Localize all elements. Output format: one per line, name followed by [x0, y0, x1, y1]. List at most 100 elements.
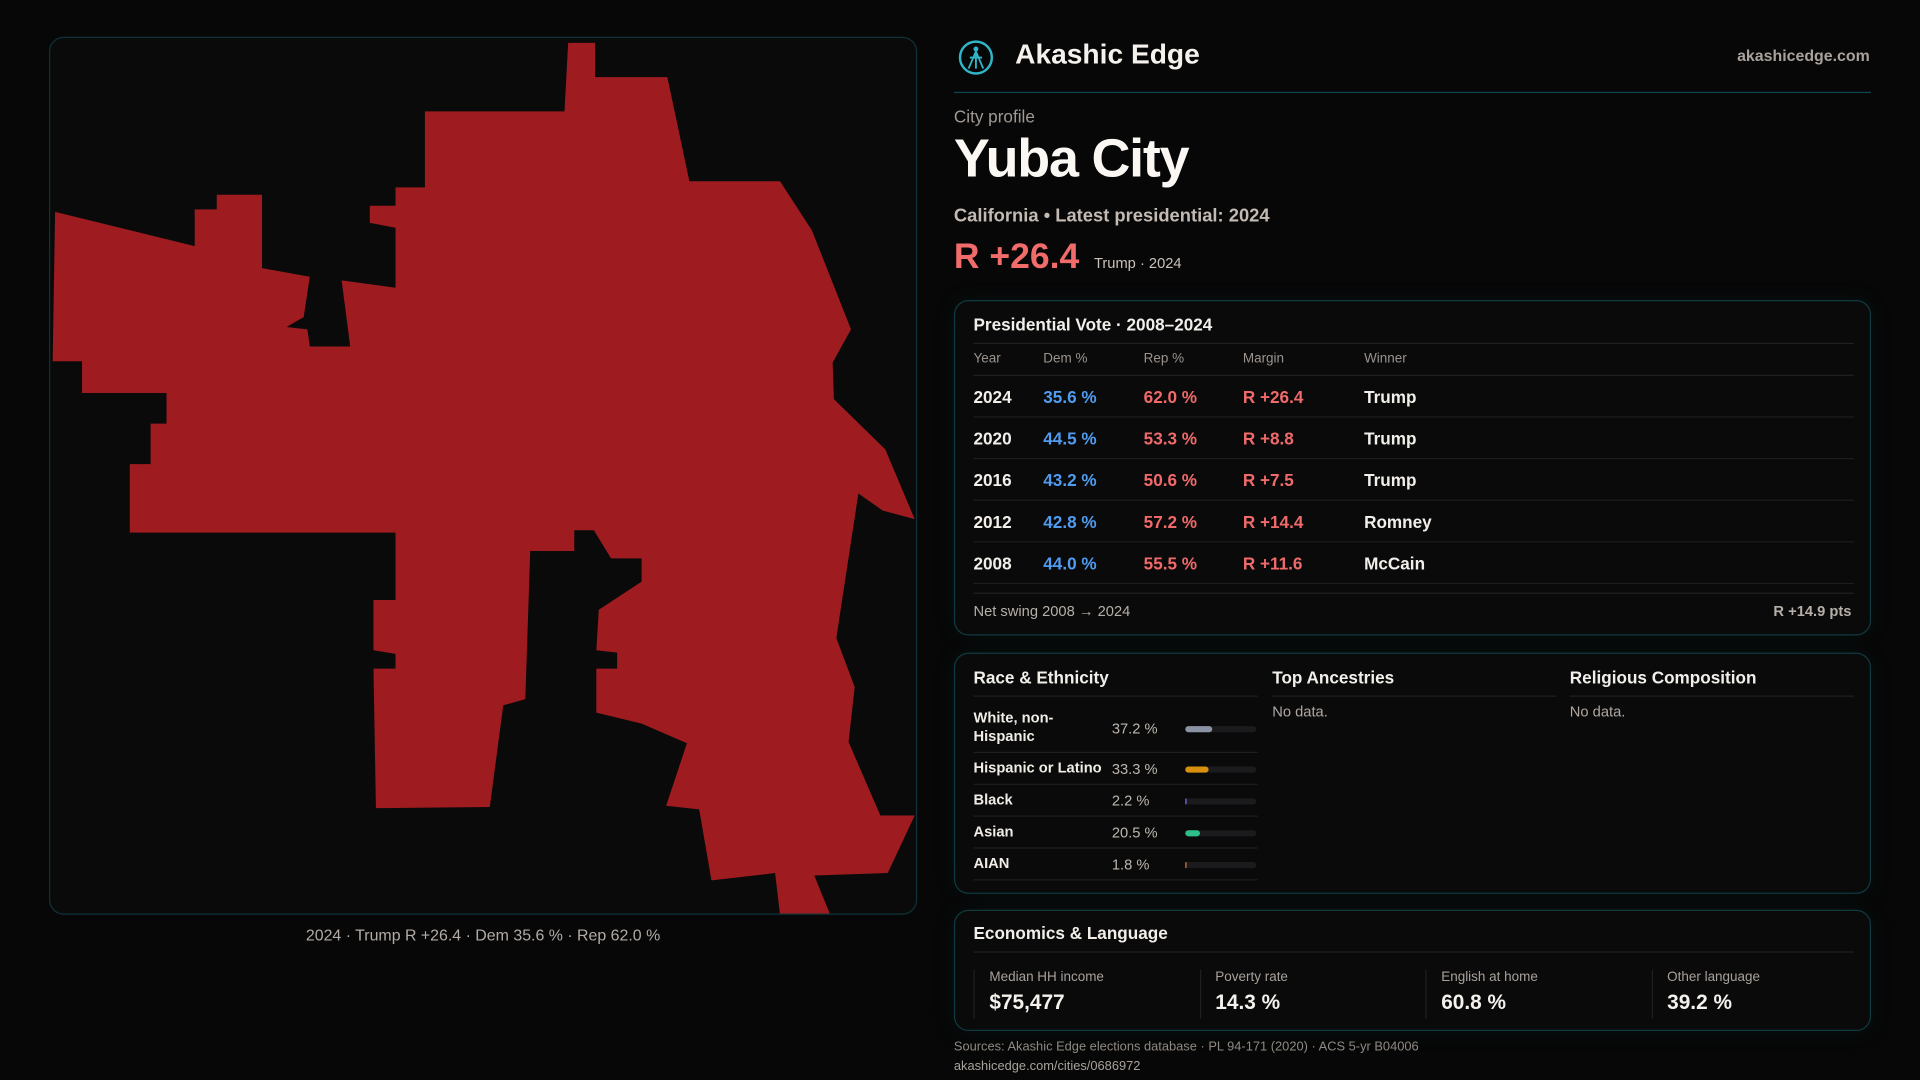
col-year: Year [973, 351, 1001, 367]
race-label: White, non-Hispanic [973, 708, 1054, 745]
vote-margin: R +26.4 [1242, 386, 1304, 407]
race-bar-track [1185, 798, 1257, 805]
vote-margin: R +8.8 [1242, 428, 1294, 449]
col-winner: Winner [1364, 351, 1407, 367]
demographics-card: Race & Ethnicity White, non-Hispanic 37.… [953, 652, 1872, 894]
race-label: Hispanic or Latino [973, 759, 1102, 777]
vote-row: 2024 35.6 % 62.0 % R +26.4 Trump [973, 376, 1854, 418]
divider [973, 592, 1854, 594]
net-swing-value: R +14.9 pts [1773, 602, 1852, 620]
brand-name: Akashic Edge [1015, 37, 1200, 70]
race-bar-fill [1185, 766, 1209, 773]
econ-title: Economics & Language [973, 923, 1168, 943]
vote-row: 2020 44.5 % 53.3 % R +8.8 Trump [973, 418, 1854, 460]
page-kicker: City profile [953, 106, 1035, 127]
stat-label: Other language [1667, 969, 1761, 985]
race-bar-fill [1185, 798, 1187, 805]
vote-year: 2012 [973, 511, 1012, 532]
religion-title: Religious Composition [1569, 667, 1757, 687]
vote-rep-pct: 62.0 % [1143, 386, 1198, 407]
econ-stat: Median HH income $75,477 [973, 969, 1104, 1019]
divider [973, 695, 1258, 697]
divider [973, 342, 1854, 345]
divider [1569, 695, 1854, 697]
race-bar-track [1185, 766, 1257, 773]
divider [973, 951, 1854, 953]
race-label: Asian [973, 822, 1014, 841]
map-caption: 2024 · Trump R +26.4 · Dem 35.6 % · Rep … [305, 925, 661, 945]
akashic-logo-icon [958, 40, 994, 75]
vote-dem-pct: 44.5 % [1043, 428, 1097, 449]
vote-rep-pct: 55.5 % [1143, 553, 1198, 574]
sources-text: Sources: Akashic Edge elections database… [953, 1039, 1419, 1055]
race-bar-fill [1185, 862, 1187, 869]
vote-margin: R +11.6 [1242, 553, 1303, 574]
stat-value: 60.8 % [1441, 990, 1507, 1014]
vote-winner: Romney [1364, 511, 1432, 532]
presidential-vote-card: Presidential Vote · 2008–2024 Year Dem %… [953, 300, 1872, 636]
race-pct: 1.8 % [1111, 855, 1150, 874]
ancestries-title: Top Ancestries [1272, 667, 1395, 687]
vote-margin: R +7.5 [1242, 470, 1294, 490]
city-boundary-map[interactable] [48, 36, 918, 915]
race-bar-track [1185, 725, 1257, 732]
race-label: Black [973, 791, 1013, 809]
vote-year: 2020 [973, 428, 1012, 449]
vote-dem-pct: 35.6 % [1043, 386, 1097, 407]
race-bar-track [1185, 862, 1257, 869]
page-url[interactable]: akashicedge.com/cities/0686972 [953, 1059, 1141, 1074]
header-divider [953, 91, 1872, 94]
vote-dem-pct: 42.8 % [1043, 511, 1097, 532]
race-pct: 33.3 % [1111, 760, 1158, 778]
race-bar-track [1185, 830, 1257, 837]
race-bar-fill [1185, 830, 1200, 837]
divider [1272, 695, 1557, 697]
vote-winner: Trump [1364, 470, 1417, 490]
vote-card-title: Presidential Vote · 2008–2024 [973, 314, 1213, 335]
net-swing-label: Net swing 2008 → 2024 [973, 602, 1131, 620]
latest-margin: R +26.4 [953, 237, 1080, 277]
ancestries-empty: No data. [1272, 702, 1328, 721]
vote-row: 2012 42.8 % 57.2 % R +14.4 Romney [973, 501, 1854, 543]
vote-year: 2008 [973, 553, 1012, 574]
col-dem: Dem % [1043, 351, 1088, 367]
stat-label: Poverty rate [1215, 969, 1288, 985]
vote-margin: R +14.4 [1242, 511, 1304, 532]
site-link[interactable]: akashicedge.com [1737, 46, 1870, 65]
page-title: Yuba City [953, 128, 1190, 189]
race-row: AIAN 1.8 % [973, 849, 1258, 881]
econ-stat: English at home 60.8 % [1425, 969, 1538, 1019]
vote-winner: Trump [1364, 428, 1417, 449]
race-bar-fill [1185, 725, 1212, 732]
race-pct: 2.2 % [1111, 792, 1150, 810]
economics-card: Economics & Language Median HH income $75… [953, 909, 1872, 1032]
col-rep: Rep % [1143, 351, 1185, 367]
vote-year: 2024 [973, 386, 1012, 407]
stat-value: 39.2 % [1667, 990, 1732, 1014]
race-pct: 20.5 % [1111, 824, 1158, 842]
race-pct: 37.2 % [1111, 719, 1158, 737]
race-row: Black 2.2 % [973, 785, 1258, 817]
race-row: Asian 20.5 % [973, 817, 1258, 849]
city-boundary-svg [52, 42, 915, 914]
vote-dem-pct: 43.2 % [1043, 470, 1097, 490]
vote-rep-pct: 53.3 % [1143, 428, 1198, 449]
race-row: White, non-Hispanic 37.2 % [973, 703, 1258, 754]
econ-stat: Other language 39.2 % [1651, 969, 1761, 1019]
vote-dem-pct: 44.0 % [1043, 553, 1097, 574]
stat-value: $75,477 [989, 990, 1065, 1014]
latest-margin-block: R +26.4 Trump · 2024 [954, 238, 1182, 278]
stat-label: Median HH income [989, 969, 1104, 985]
race-row: Hispanic or Latino 33.3 % [973, 753, 1258, 785]
city-boundary-shape [52, 42, 915, 914]
stat-label: English at home [1441, 969, 1538, 985]
vote-year: 2016 [973, 470, 1012, 490]
page-subtitle: California • Latest presidential: 2024 [953, 205, 1270, 227]
vote-winner: McCain [1364, 553, 1426, 574]
vote-row: 2016 43.2 % 50.6 % R +7.5 Trump [973, 459, 1854, 501]
divider [973, 374, 1854, 376]
econ-stat: Poverty rate 14.3 % [1199, 969, 1288, 1019]
latest-margin-note: Trump · 2024 [1093, 254, 1182, 272]
religion-empty: No data. [1569, 702, 1626, 721]
col-margin: Margin [1242, 351, 1285, 367]
